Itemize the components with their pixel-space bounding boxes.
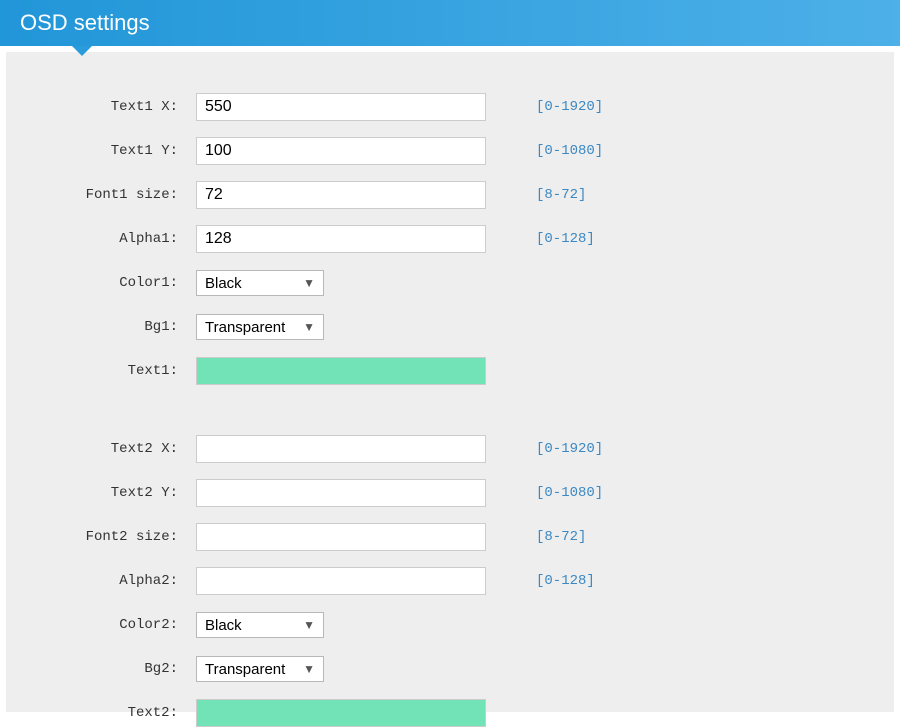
row-color1: Color1: Black ▼ [26, 268, 874, 298]
hint-font2-size: [8-72] [536, 529, 656, 545]
select-color2[interactable]: Black ▼ [196, 612, 324, 638]
select-bg2[interactable]: Transparent ▼ [196, 656, 324, 682]
text1-preview-block[interactable] [196, 357, 486, 385]
input-alpha2[interactable] [196, 567, 486, 595]
label-text2-x: Text2 X: [26, 441, 196, 457]
label-color2: Color2: [26, 617, 196, 633]
hint-text2-x: [0-1920] [536, 441, 656, 457]
input-text2-x[interactable] [196, 435, 486, 463]
label-alpha1: Alpha1: [26, 231, 196, 247]
row-alpha1: Alpha1: [0-128] [26, 224, 874, 254]
label-alpha2: Alpha2: [26, 573, 196, 589]
label-bg2: Bg2: [26, 661, 196, 677]
label-text2-y: Text2 Y: [26, 485, 196, 501]
page-title: OSD settings [20, 10, 150, 35]
input-alpha1[interactable] [196, 225, 486, 253]
hint-font1-size: [8-72] [536, 187, 656, 203]
input-text1-x[interactable] [196, 93, 486, 121]
chevron-down-icon: ▼ [303, 320, 315, 334]
row-alpha2: Alpha2: [0-128] [26, 566, 874, 596]
input-font2-size[interactable] [196, 523, 486, 551]
row-text1-x: Text1 X: [0-1920] [26, 92, 874, 122]
label-text1-x: Text1 X: [26, 99, 196, 115]
hint-alpha1: [0-128] [536, 231, 656, 247]
chevron-down-icon: ▼ [303, 662, 315, 676]
row-text2-x: Text2 X: [0-1920] [26, 434, 874, 464]
input-font1-size[interactable] [196, 181, 486, 209]
hint-text1-y: [0-1080] [536, 143, 656, 159]
label-text1: Text1: [26, 363, 196, 379]
page-header: OSD settings [0, 0, 900, 46]
hint-text1-x: [0-1920] [536, 99, 656, 115]
row-bg1: Bg1: Transparent ▼ [26, 312, 874, 342]
row-text1-y: Text1 Y: [0-1080] [26, 136, 874, 166]
label-text1-y: Text1 Y: [26, 143, 196, 159]
chevron-down-icon: ▼ [303, 618, 315, 632]
select-bg2-value: Transparent [205, 661, 285, 678]
label-font1-size: Font1 size: [26, 187, 196, 203]
text2-preview-block[interactable] [196, 699, 486, 727]
label-font2-size: Font2 size: [26, 529, 196, 545]
chevron-down-icon: ▼ [303, 276, 315, 290]
row-bg2: Bg2: Transparent ▼ [26, 654, 874, 684]
input-text2-y[interactable] [196, 479, 486, 507]
input-text1-y[interactable] [196, 137, 486, 165]
select-bg1-value: Transparent [205, 319, 285, 336]
select-color1[interactable]: Black ▼ [196, 270, 324, 296]
hint-text2-y: [0-1080] [536, 485, 656, 501]
group-gap [26, 400, 874, 434]
row-color2: Color2: Black ▼ [26, 610, 874, 640]
select-bg1[interactable]: Transparent ▼ [196, 314, 324, 340]
row-text1: Text1: [26, 356, 874, 386]
hint-alpha2: [0-128] [536, 573, 656, 589]
label-text2: Text2: [26, 705, 196, 721]
row-font2-size: Font2 size: [8-72] [26, 522, 874, 552]
row-font1-size: Font1 size: [8-72] [26, 180, 874, 210]
select-color1-value: Black [205, 275, 242, 292]
row-text2-y: Text2 Y: [0-1080] [26, 478, 874, 508]
label-color1: Color1: [26, 275, 196, 291]
label-bg1: Bg1: [26, 319, 196, 335]
settings-panel: Text1 X: [0-1920] Text1 Y: [0-1080] Font… [6, 52, 894, 712]
select-color2-value: Black [205, 617, 242, 634]
row-text2: Text2: [26, 698, 874, 728]
